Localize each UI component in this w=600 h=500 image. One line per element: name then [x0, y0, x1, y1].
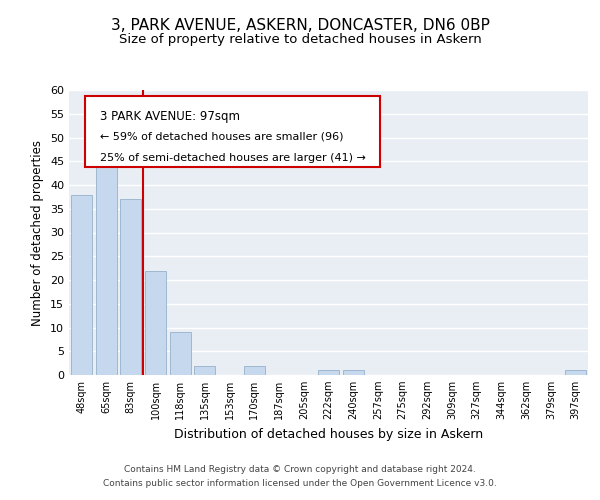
Bar [120, 199, 141, 375]
Text: ← 59% of detached houses are smaller (96): ← 59% of detached houses are smaller (96… [100, 132, 344, 141]
Text: 25% of semi-detached houses are larger (41) →: 25% of semi-detached houses are larger (… [100, 152, 366, 162]
Bar [318, 370, 339, 375]
Bar [565, 370, 586, 375]
X-axis label: Distribution of detached houses by size in Askern: Distribution of detached houses by size … [174, 428, 483, 440]
Text: 3 PARK AVENUE: 97sqm: 3 PARK AVENUE: 97sqm [100, 110, 240, 123]
Text: Contains HM Land Registry data © Crown copyright and database right 2024.: Contains HM Land Registry data © Crown c… [124, 465, 476, 474]
Bar [95, 138, 116, 375]
Bar [343, 370, 364, 375]
Bar [170, 332, 191, 375]
FancyBboxPatch shape [85, 96, 380, 167]
Y-axis label: Number of detached properties: Number of detached properties [31, 140, 44, 326]
Bar [194, 366, 215, 375]
Text: 3, PARK AVENUE, ASKERN, DONCASTER, DN6 0BP: 3, PARK AVENUE, ASKERN, DONCASTER, DN6 0… [110, 18, 490, 32]
Bar [71, 194, 92, 375]
Text: Size of property relative to detached houses in Askern: Size of property relative to detached ho… [119, 32, 481, 46]
Bar [145, 270, 166, 375]
Bar [244, 366, 265, 375]
Text: Contains public sector information licensed under the Open Government Licence v3: Contains public sector information licen… [103, 478, 497, 488]
